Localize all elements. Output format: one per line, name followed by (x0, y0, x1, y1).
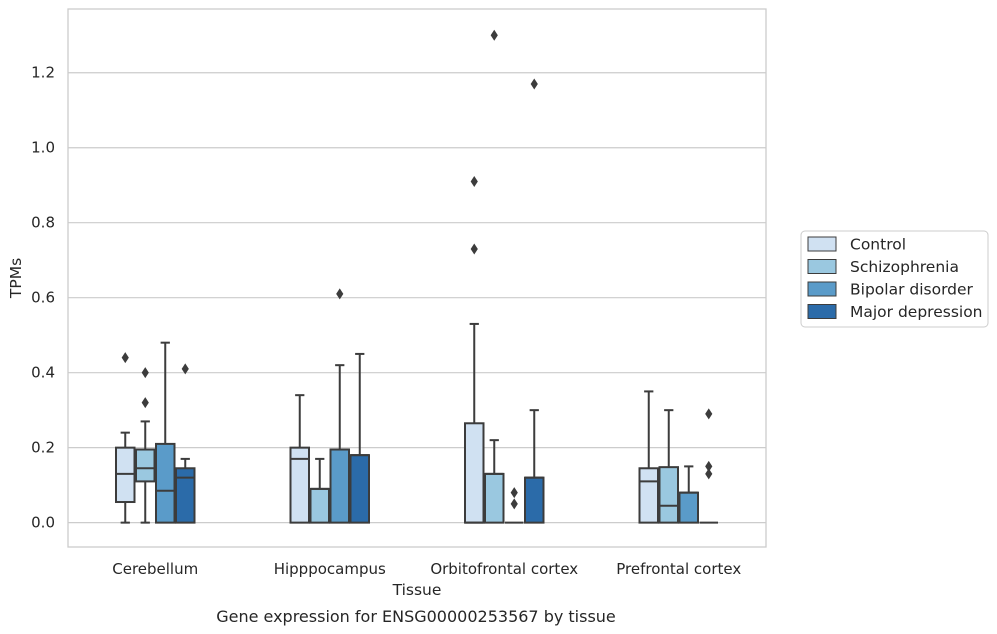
outlier-marker (336, 288, 344, 300)
y-tick-label: 1.0 (31, 139, 55, 157)
legend-swatch (807, 304, 837, 319)
box-group (349, 352, 370, 524)
box (524, 476, 545, 524)
box (678, 491, 699, 524)
legend-swatch (807, 236, 837, 252)
y-tick-label: 1.2 (31, 64, 55, 82)
figure-caption: Gene expression for ENSG00000253567 by t… (216, 607, 616, 626)
outlier-marker (530, 78, 538, 90)
plot-frame (67, 8, 767, 548)
outlier-marker (141, 367, 149, 379)
box-group (658, 409, 679, 524)
outlier-marker (181, 363, 189, 375)
outlier-marker (510, 487, 518, 499)
box-group (135, 367, 156, 524)
outlier-marker (705, 460, 713, 472)
legend-label: Control (850, 236, 906, 254)
box (638, 467, 659, 524)
outlier-marker (470, 175, 478, 187)
legend-frame (800, 230, 989, 328)
legend-label: Major depression (850, 303, 983, 321)
boxes (115, 29, 718, 524)
box (464, 422, 485, 524)
outlier-marker (705, 408, 713, 420)
legend-label: Bipolar disorder (850, 281, 974, 299)
box (289, 446, 310, 524)
x-tick-label: Hipppocampus (274, 560, 386, 578)
outlier-marker (141, 397, 149, 409)
legend-label: Schizophrenia (850, 258, 959, 276)
box (155, 442, 176, 524)
box (135, 448, 156, 483)
box-group (309, 457, 330, 524)
x-axis-title: Tissue (392, 581, 442, 599)
box-group (505, 487, 524, 524)
legend-swatch (807, 259, 837, 274)
legend: Control Schizophrenia Bipolar disorder Majo… (800, 230, 989, 328)
x-tick-labels: Cerebellum Hipppocampus Orbitofrontal cort… (112, 560, 741, 578)
box-group (115, 352, 136, 524)
box-group (638, 390, 659, 524)
box (309, 487, 330, 524)
x-tick-label: Orbitofrontal cortex (430, 560, 578, 578)
y-axis-title: TPMs (7, 258, 25, 299)
outlier-marker (705, 468, 713, 480)
y-tick-labels: 0.0 0.2 0.4 0.6 0.8 1.0 1.2 (31, 64, 55, 532)
y-tick-label: 0.2 (31, 439, 55, 457)
y-tick-label: 0.8 (31, 214, 55, 232)
outlier-marker (510, 498, 518, 510)
outlier-marker (470, 243, 478, 255)
box (175, 467, 196, 524)
outlier-marker (490, 29, 498, 41)
box (658, 466, 679, 524)
y-tick-label: 0.4 (31, 364, 55, 382)
box-group (678, 465, 699, 524)
y-tick-label: 0.6 (31, 289, 55, 307)
box (484, 472, 505, 524)
y-tick-label: 0.0 (31, 514, 55, 532)
box-group (464, 175, 485, 524)
box-group (484, 29, 505, 524)
outlier-marker (121, 352, 129, 364)
legend-swatch (807, 281, 837, 297)
x-tick-label: Prefrontal cortex (616, 560, 741, 578)
box-group (524, 78, 545, 524)
box-group (699, 408, 718, 524)
box-group (175, 363, 196, 524)
box (329, 448, 350, 524)
box-group (329, 288, 350, 524)
box (349, 454, 370, 524)
box-group (155, 341, 176, 524)
box-group (289, 394, 310, 524)
x-tick-label: Cerebellum (112, 560, 198, 578)
